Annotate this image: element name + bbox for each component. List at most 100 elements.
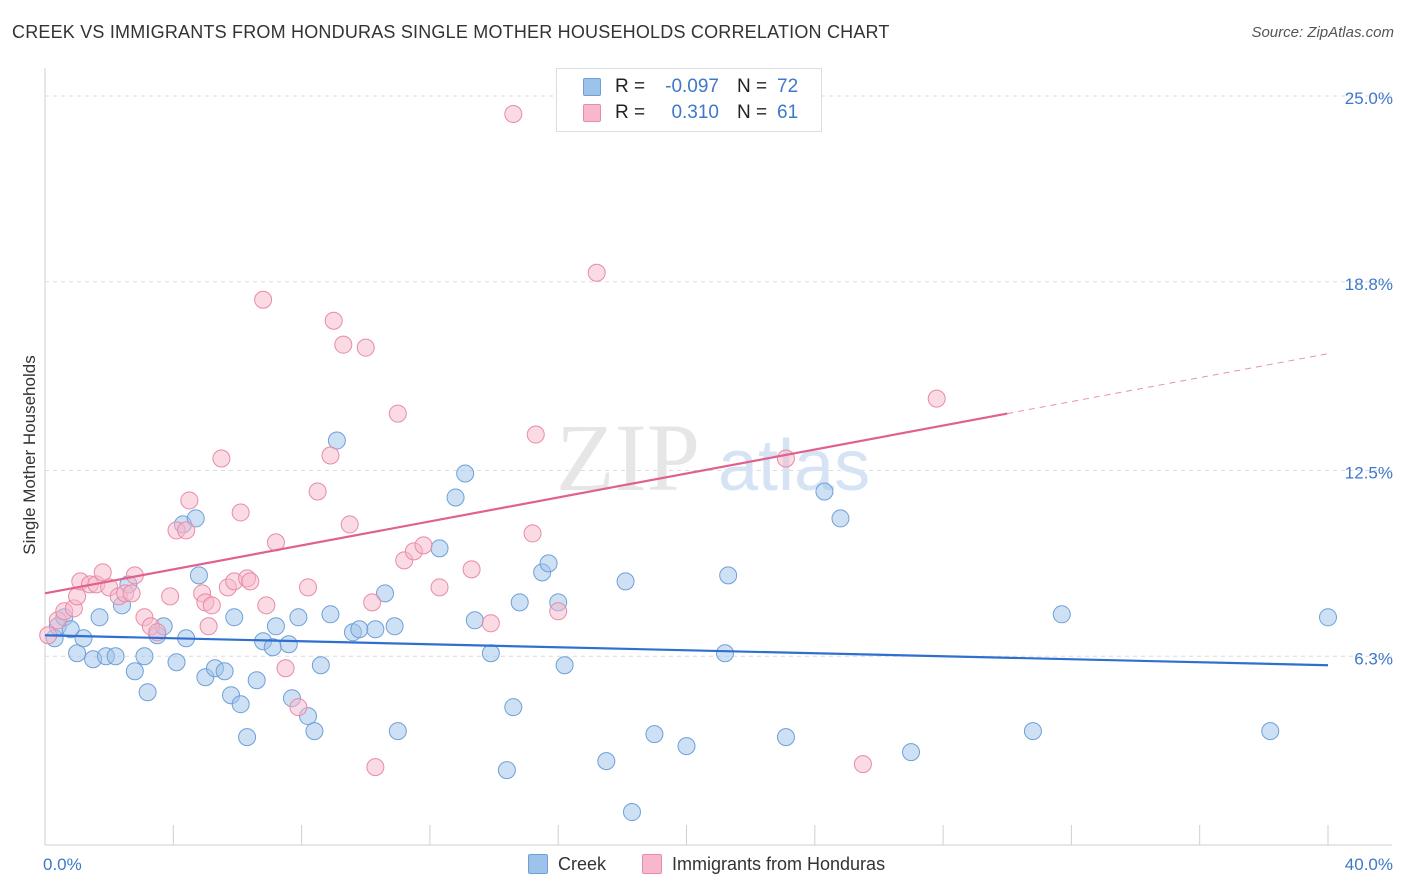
point-honduras-8 [93, 563, 112, 582]
legend-r-value: -0.097 [665, 76, 719, 97]
trend-line-honduras [44, 412, 1008, 595]
point-creek-56 [539, 554, 558, 573]
point-creek-43 [366, 620, 385, 639]
point-creek-69 [902, 743, 921, 762]
point-creek-35 [289, 608, 308, 627]
y-tick-label-0: 6.3% [1354, 649, 1393, 668]
point-creek-72 [1261, 722, 1280, 741]
legend-r-value: 0.310 [671, 102, 719, 123]
point-honduras-34 [276, 659, 295, 678]
point-honduras-36 [299, 578, 318, 597]
point-creek-70 [1023, 722, 1042, 741]
point-creek-51 [481, 644, 500, 663]
point-honduras-55 [549, 602, 568, 621]
point-creek-20 [186, 509, 205, 528]
point-honduras-48 [414, 536, 433, 555]
point-creek-67 [815, 482, 834, 501]
point-creek-4 [68, 644, 87, 663]
y-tick-label-2: 18.8% [1345, 275, 1393, 294]
trend-line-creek [44, 634, 1329, 667]
point-creek-46 [388, 722, 407, 741]
point-creek-73 [1319, 608, 1337, 627]
point-creek-66 [776, 728, 795, 747]
point-honduras-37 [308, 482, 327, 501]
point-creek-64 [715, 644, 734, 663]
point-honduras-42 [356, 338, 375, 357]
x-tick-label-0: 0.0% [43, 855, 82, 874]
point-honduras-38 [321, 446, 340, 465]
point-honduras-57 [776, 449, 795, 468]
point-honduras-52 [504, 104, 523, 123]
bottom-legend-swatch-honduras [642, 854, 662, 874]
chart-title: CREEK VS IMMIGRANTS FROM HONDURAS SINGLE… [12, 22, 890, 42]
point-honduras-30 [241, 572, 260, 591]
point-creek-26 [225, 608, 244, 627]
y-tick-label-1: 12.5% [1345, 464, 1393, 483]
point-creek-61 [622, 803, 641, 822]
point-honduras-24 [202, 596, 221, 615]
point-creek-68 [831, 509, 850, 528]
point-creek-59 [597, 752, 616, 771]
point-creek-60 [616, 572, 635, 591]
point-honduras-43 [363, 593, 382, 612]
tick-labels: 6.3% 12.5% 18.8% 25.0% 0.0% 40.0% [43, 89, 1393, 874]
point-honduras-40 [334, 335, 353, 354]
watermark-atlas: atlas [718, 426, 870, 506]
point-creek-58 [555, 656, 574, 675]
legend-n-label: N = [737, 102, 768, 123]
point-creek-38 [311, 656, 330, 675]
point-honduras-17 [161, 587, 180, 606]
point-honduras-39 [324, 311, 343, 330]
point-honduras-41 [340, 515, 359, 534]
point-creek-50 [465, 611, 484, 630]
point-creek-27 [231, 695, 250, 714]
point-honduras-25 [212, 449, 231, 468]
point-honduras-23 [199, 617, 218, 636]
trend-lines [44, 353, 1329, 667]
point-honduras-12 [122, 584, 141, 603]
legend-row-creek: R = -0.097 N = 72 [583, 74, 798, 100]
point-creek-44 [375, 584, 394, 603]
bottom-legend-label-creek: Creek [558, 853, 607, 874]
bottom-legend-label-honduras: Immigrants from Honduras [672, 853, 886, 874]
point-creek-52 [497, 761, 516, 780]
point-creek-12 [125, 662, 144, 681]
axes [44, 68, 1392, 846]
point-honduras-51 [481, 614, 500, 633]
point-creek-21 [189, 566, 208, 585]
legend-n-value: 72 [777, 76, 799, 97]
point-honduras-54 [526, 425, 545, 444]
bottom-legend-creek: Creek [528, 851, 606, 877]
point-honduras-45 [388, 404, 407, 423]
legend: R = -0.097 N = 72 R = 0.310 N = 61 [556, 68, 822, 132]
legend-n-label: N = [737, 76, 768, 97]
point-honduras-20 [180, 491, 199, 510]
point-honduras-16 [148, 623, 167, 642]
point-creek-71 [1052, 605, 1071, 624]
legend-r-label: R = [615, 76, 646, 97]
point-creek-37 [305, 722, 324, 741]
point-creek-62 [645, 725, 664, 744]
point-honduras-31 [254, 290, 273, 309]
point-creek-5 [74, 629, 93, 648]
point-creek-45 [385, 617, 404, 636]
point-honduras-53 [523, 524, 542, 543]
point-creek-33 [279, 635, 298, 654]
point-creek-32 [266, 617, 285, 636]
source-label: Source: ZipAtlas.com [1251, 24, 1394, 41]
point-creek-54 [510, 593, 529, 612]
point-honduras-59 [927, 389, 946, 408]
legend-swatch-creek [583, 78, 601, 96]
point-creek-7 [90, 608, 109, 627]
point-creek-13 [135, 647, 154, 666]
point-honduras-28 [231, 503, 250, 522]
point-creek-40 [327, 431, 346, 450]
point-creek-29 [247, 671, 266, 690]
legend-r-label: R = [615, 102, 646, 123]
legend-n-value: 61 [777, 102, 799, 123]
point-honduras-35 [289, 698, 308, 717]
point-creek-14 [138, 683, 157, 702]
y-axis-title: Single Mother Households [20, 355, 39, 554]
point-creek-49 [456, 464, 475, 483]
point-creek-42 [350, 620, 369, 639]
